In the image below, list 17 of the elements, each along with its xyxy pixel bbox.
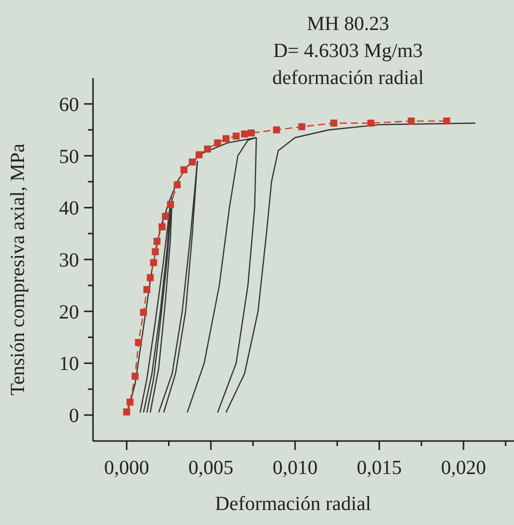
- annotation: deformación radial: [272, 67, 424, 89]
- chart-subtitle: D= 4.6303 Mg/m3: [273, 40, 423, 62]
- x-tick-label: 0,010: [272, 457, 318, 479]
- y-tick-label: 30: [59, 250, 79, 272]
- y-tick-label: 60: [59, 94, 79, 116]
- x-axis-title: Deformación radial: [214, 493, 372, 515]
- y-tick-label: 20: [59, 301, 79, 324]
- y-tick-label: 0: [69, 405, 79, 428]
- x-tick-label: 0,005: [188, 457, 234, 479]
- chart-title: MH 80.23: [306, 13, 390, 35]
- y-axis-title: Tensión compresiva axial, MPa: [7, 143, 29, 396]
- x-tick-label: 0,020: [440, 457, 486, 479]
- y-tick-label: 10: [59, 353, 79, 376]
- y-tick-label: 50: [59, 146, 79, 168]
- y-tick-label: 40: [59, 198, 79, 220]
- x-tick-label: 0,015: [356, 457, 402, 479]
- x-tick-label: 0,000: [104, 457, 150, 479]
